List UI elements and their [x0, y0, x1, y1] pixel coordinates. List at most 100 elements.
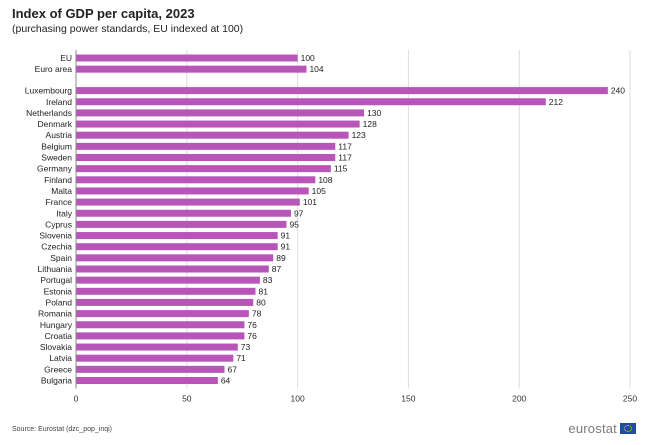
- bar: [76, 365, 225, 373]
- category-label: Czechia: [41, 242, 72, 252]
- value-label: 80: [256, 297, 266, 307]
- bar: [76, 276, 260, 284]
- category-label: Croatia: [45, 331, 73, 341]
- category-label: Belgium: [41, 141, 72, 151]
- category-label: France: [46, 197, 73, 207]
- value-label: 73: [241, 342, 251, 352]
- value-label: 67: [227, 364, 237, 374]
- value-label: 130: [367, 108, 381, 118]
- bar: [76, 54, 298, 62]
- bars: [76, 54, 608, 384]
- x-tick-label: 200: [512, 394, 526, 404]
- bar: [76, 254, 274, 262]
- value-labels: 1001042402121301281231171171151081051019…: [221, 53, 625, 386]
- value-label: 115: [334, 164, 348, 174]
- category-label: Lithuania: [37, 264, 72, 274]
- category-label: Cyprus: [45, 219, 72, 229]
- category-label: Latvia: [49, 353, 72, 363]
- category-label: Portugal: [40, 275, 72, 285]
- bar: [76, 198, 300, 206]
- category-label: Sweden: [41, 153, 72, 163]
- bar: [76, 154, 336, 161]
- category-label: Euro area: [35, 64, 73, 74]
- bar: [76, 243, 278, 251]
- category-label: Bulgaria: [41, 376, 72, 386]
- x-tick-label: 50: [182, 394, 192, 404]
- category-label: Denmark: [38, 119, 73, 129]
- value-label: 117: [338, 153, 352, 163]
- value-label: 117: [338, 141, 352, 151]
- category-label: Slovenia: [39, 231, 72, 241]
- bar: [76, 165, 331, 173]
- bar: [76, 287, 256, 295]
- value-label: 100: [301, 53, 315, 63]
- value-label: 240: [611, 86, 625, 96]
- value-label: 101: [303, 197, 317, 207]
- value-label: 91: [281, 242, 291, 252]
- eu-flag-icon: [620, 423, 636, 434]
- logo-text: eurostat: [568, 421, 617, 436]
- bar: [76, 65, 307, 73]
- value-label: 83: [263, 275, 273, 285]
- bar: [76, 265, 269, 273]
- value-label: 123: [352, 130, 366, 140]
- value-label: 87: [272, 264, 282, 274]
- x-tick-label: 150: [401, 394, 415, 404]
- value-label: 212: [549, 97, 563, 107]
- chart-subtitle: (purchasing power standards, EU indexed …: [12, 23, 244, 35]
- chart-title: Index of GDP per capita, 2023: [12, 6, 195, 21]
- value-label: 91: [281, 231, 291, 241]
- value-label: 81: [258, 286, 268, 296]
- bar: [76, 321, 245, 329]
- category-label: Finland: [44, 175, 72, 185]
- value-label: 108: [318, 175, 332, 185]
- value-label: 104: [309, 64, 323, 74]
- value-label: 76: [247, 331, 257, 341]
- value-label: 105: [312, 186, 326, 196]
- value-label: 95: [290, 219, 300, 229]
- category-label: Luxembourg: [25, 86, 73, 96]
- x-tick-label: 100: [291, 394, 305, 404]
- bar: [76, 120, 360, 128]
- eurostat-logo: eurostat: [568, 421, 636, 436]
- bar: [76, 109, 365, 117]
- category-label: Estonia: [44, 286, 73, 296]
- bar: [76, 131, 349, 139]
- bar: [76, 220, 287, 228]
- category-label: Hungary: [40, 320, 73, 330]
- bar: [76, 232, 278, 240]
- bar: [76, 176, 316, 184]
- bar: [76, 187, 309, 195]
- x-tick-label: 250: [623, 394, 637, 404]
- bar: [76, 377, 218, 384]
- category-label: Romania: [38, 309, 72, 319]
- value-label: 76: [247, 320, 257, 330]
- gridlines: [186, 50, 631, 389]
- bar: [76, 142, 336, 150]
- category-label: EU: [60, 53, 72, 63]
- category-label: Germany: [37, 164, 73, 174]
- value-label: 97: [294, 208, 304, 218]
- category-label: Slovakia: [40, 342, 72, 352]
- category-label: Malta: [51, 186, 72, 196]
- value-label: 71: [236, 353, 246, 363]
- bar: [76, 87, 608, 95]
- category-label: Poland: [46, 297, 73, 307]
- bar: [76, 354, 234, 362]
- category-label: Ireland: [46, 97, 72, 107]
- bar: [76, 209, 291, 217]
- x-tick-label: 0: [74, 394, 79, 404]
- bar: [76, 343, 238, 351]
- category-label: Netherlands: [26, 108, 72, 118]
- category-label: Italy: [56, 208, 72, 218]
- value-label: 89: [276, 253, 286, 263]
- category-label: Austria: [46, 130, 73, 140]
- bar: [76, 98, 546, 106]
- category-label: Spain: [50, 253, 72, 263]
- bar: [76, 332, 245, 340]
- value-label: 78: [252, 309, 262, 319]
- value-label: 128: [363, 119, 377, 129]
- value-label: 64: [221, 376, 231, 386]
